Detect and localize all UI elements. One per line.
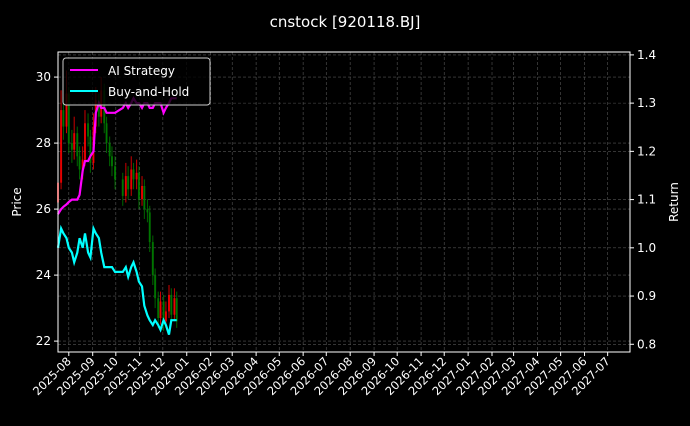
candle-body [110, 156, 113, 167]
y-right-tick-label: 1.3 [637, 96, 656, 110]
candle-body [173, 298, 176, 315]
y-axis-right-label: Return [667, 182, 681, 222]
candle-body [143, 185, 146, 210]
legend-label-ai: AI Strategy [108, 64, 175, 78]
candle-body [130, 169, 133, 190]
candle-body [73, 133, 76, 150]
candle-body [175, 298, 178, 322]
candle-body [168, 294, 171, 312]
candle-body [105, 123, 108, 144]
candle-body [151, 242, 154, 276]
y-right-tick-label: 1.1 [637, 193, 656, 207]
y-tick-label: 30 [36, 70, 51, 84]
y-right-tick-label: 0.9 [637, 289, 656, 303]
candle-body [162, 301, 165, 322]
candle-body [81, 159, 84, 170]
candle-body [87, 123, 90, 137]
y-right-tick-label: 1.2 [637, 144, 656, 158]
candle-body [121, 179, 124, 196]
y-axis-label: Price [10, 187, 24, 216]
candle-body [78, 156, 81, 170]
candle-body [154, 275, 157, 299]
candle-body [76, 133, 79, 157]
candle-body [146, 209, 149, 213]
candle-body [135, 172, 138, 180]
candle-body [60, 110, 63, 183]
candle-body [89, 136, 92, 163]
y-tick-label: 28 [36, 136, 51, 150]
candle-body [159, 301, 162, 319]
legend: AI Strategy Buy-and-Hold [62, 57, 211, 106]
y-right-tick-label: 0.8 [637, 337, 656, 351]
candle-body [148, 212, 151, 243]
y-tick-label: 26 [36, 202, 51, 216]
candle-body [164, 311, 167, 322]
candle-body [65, 93, 68, 127]
candle-body [157, 298, 160, 319]
candles [57, 70, 178, 332]
candle-body [127, 176, 130, 190]
y-tick-label: 24 [36, 268, 51, 282]
buy-and-hold-line [56, 224, 177, 335]
legend-label-bh: Buy-and-Hold [108, 85, 189, 99]
candle-body [83, 123, 86, 160]
candle-body [62, 110, 65, 127]
chart-title: cnstock [920118.BJ] [270, 13, 421, 31]
y-right-tick-label: 1.0 [637, 241, 656, 255]
candle-body [132, 169, 135, 180]
candle-body [124, 176, 127, 196]
candle-body [108, 143, 111, 157]
candle-body [141, 185, 144, 200]
candle-body [70, 143, 73, 150]
candle-body [97, 100, 100, 117]
candle-body [67, 93, 70, 144]
ai-strategy-line [57, 96, 177, 215]
y-right-tick-label: 1.4 [637, 48, 656, 62]
candle-body [114, 166, 117, 180]
y-tick-label: 22 [36, 334, 51, 348]
candle-body [170, 294, 173, 315]
candle-body [103, 90, 106, 124]
axes-frame [57, 51, 631, 353]
candle-body [137, 172, 140, 200]
